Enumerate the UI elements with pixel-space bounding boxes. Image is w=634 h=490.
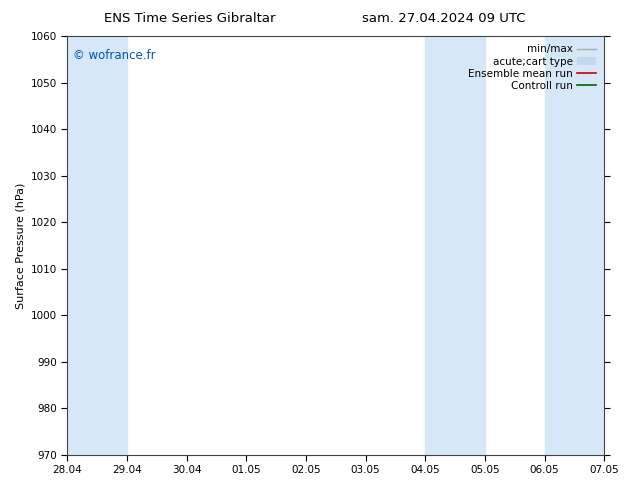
- Y-axis label: Surface Pressure (hPa): Surface Pressure (hPa): [15, 182, 25, 309]
- Text: sam. 27.04.2024 09 UTC: sam. 27.04.2024 09 UTC: [362, 12, 526, 25]
- Bar: [545, 36, 604, 455]
- Legend: min/max, acute;cart type, Ensemble mean run, Controll run: min/max, acute;cart type, Ensemble mean …: [465, 41, 599, 94]
- Text: © wofrance.fr: © wofrance.fr: [72, 49, 155, 62]
- Text: ENS Time Series Gibraltar: ENS Time Series Gibraltar: [105, 12, 276, 25]
- Bar: [67, 36, 127, 455]
- Bar: [425, 36, 485, 455]
